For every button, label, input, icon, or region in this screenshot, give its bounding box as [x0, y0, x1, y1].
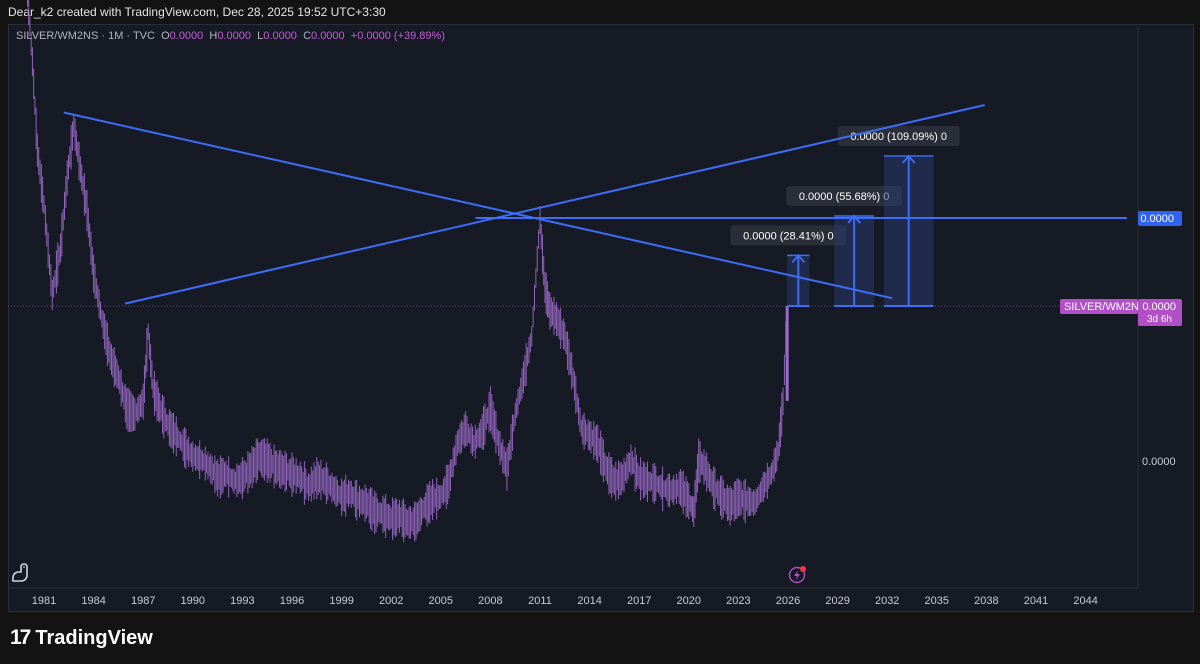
last-price-tag: 0.0000	[1142, 301, 1176, 313]
tradingview-logo[interactable]: 17 TradingView	[10, 626, 153, 650]
x-tick-label: 1993	[230, 595, 254, 607]
x-tick-label: 2008	[478, 595, 502, 607]
high-label: H	[209, 30, 218, 42]
measure-arrow-head	[847, 214, 861, 224]
chart-svg[interactable]: 0.0000 (28.41%) 0 0.0000 (55.68%) 0 0.0000…	[0, 0, 1200, 612]
measure-arrow-head	[901, 154, 916, 164]
ohlc-legend: SILVER/WM2NS · 1M · TVC O0.0000 H0.0000 …	[16, 30, 445, 42]
x-tick-label: 1999	[329, 595, 353, 607]
x-tick-label: 2035	[925, 595, 949, 607]
price-series	[26, 0, 789, 543]
bar-countdown: 3d 6h	[1147, 314, 1172, 325]
x-tick-label: 1987	[131, 595, 155, 607]
low-value: 0.0000	[263, 30, 297, 42]
x-tick-label: 2029	[825, 595, 849, 607]
low-label: L	[257, 30, 264, 42]
x-tick-label: 1996	[280, 595, 304, 607]
trendline-descending-resistance	[63, 111, 893, 300]
x-tick-label: 2005	[429, 595, 453, 607]
x-tick-label: 2002	[379, 595, 403, 607]
x-tick-label: 2020	[677, 595, 701, 607]
measure-label: 0.0000 (28.41%) 0	[743, 230, 834, 242]
measurements[interactable]: 0.0000 (28.41%) 0 0.0000 (55.68%) 0 0.0000…	[730, 126, 960, 307]
last-price-tag-bg	[1138, 299, 1182, 326]
trendlines[interactable]	[63, 103, 1127, 305]
footer	[0, 612, 1200, 664]
grid	[8, 26, 1139, 588]
x-tick-label: 1990	[181, 595, 205, 607]
symbol-tag: SILVER/WM2NS	[1064, 301, 1146, 313]
x-tick-label: 2023	[726, 595, 750, 607]
x-tick-label: 1981	[32, 595, 56, 607]
close-label: C	[303, 30, 312, 42]
x-tick-label: 2041	[1024, 595, 1048, 607]
measure-arrow-head	[791, 253, 806, 264]
symbol-label[interactable]: SILVER/WM2NS · 1M · TVC	[16, 30, 155, 42]
open-value: 0.0000	[169, 30, 204, 42]
chart-panel[interactable]	[8, 24, 1194, 612]
x-tick-label: 2011	[528, 595, 552, 607]
x-tick-label: 2044	[1073, 595, 1097, 607]
top-bar: Dear_k2 created with TradingView.com, De…	[0, 0, 1200, 24]
change-value: +0.0000 (+39.89%)	[350, 30, 445, 42]
x-tick-label: 1984	[81, 595, 105, 607]
measure-label-bg	[786, 185, 902, 206]
open-label: O	[161, 30, 170, 42]
measure-label: 0.0000 (55.68%) 0	[799, 191, 890, 203]
byline: Dear_k2 created with TradingView.com, De…	[8, 5, 386, 19]
measure-label-bg	[730, 225, 847, 246]
measure-label: 0.0000 (109.09%) 0	[850, 131, 947, 143]
x-tick-label: 2038	[974, 595, 998, 607]
trendline-ascending-support	[124, 103, 985, 305]
tv-logo-icon: 17	[10, 626, 31, 649]
last-candle	[785, 306, 789, 401]
close-value: 0.0000	[311, 30, 345, 42]
time-axis[interactable]: 1981 1984 1987 1990 1993 1996 1999 2002 2005 2008…	[8, 587, 1138, 607]
dino-icon[interactable]	[12, 563, 28, 582]
high-value: 0.0000	[217, 30, 252, 42]
hline-price-tag-bg	[1138, 211, 1182, 226]
hline-price-tag: 0.0000	[1140, 213, 1174, 225]
symbol-tag-bg	[1060, 299, 1138, 314]
price-axis-label: 0.0000	[1142, 456, 1176, 468]
brand-name: TradingView	[35, 626, 153, 649]
x-tick-label: 2014	[577, 595, 601, 607]
x-tick-label: 2017	[627, 595, 651, 607]
lightning-icon[interactable]	[788, 566, 807, 584]
x-tick-label: 2032	[875, 595, 899, 607]
x-tick-label: 2026	[776, 595, 800, 607]
